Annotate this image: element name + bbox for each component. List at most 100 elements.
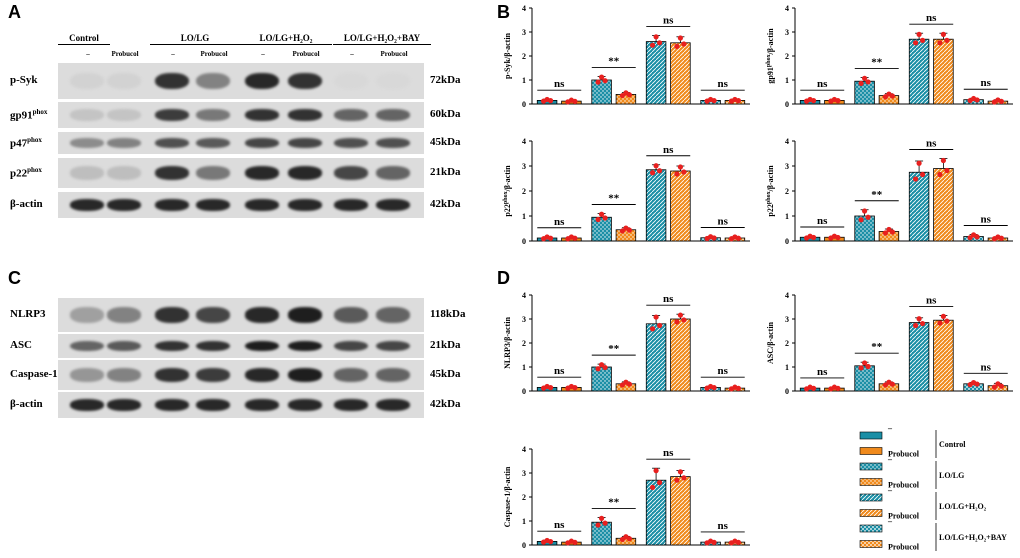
data-point bbox=[674, 43, 680, 50]
data-point bbox=[937, 171, 943, 178]
data-point bbox=[882, 382, 889, 388]
data-point bbox=[916, 31, 922, 37]
band bbox=[155, 307, 189, 323]
data-point bbox=[595, 522, 601, 528]
data-point bbox=[944, 318, 950, 324]
data-point bbox=[865, 363, 871, 370]
band bbox=[107, 138, 141, 148]
y-axis-label: Caspase-1/β-actin bbox=[503, 466, 512, 527]
band bbox=[245, 166, 279, 180]
data-point bbox=[861, 360, 868, 366]
data-point bbox=[674, 171, 680, 177]
sig-label: ns bbox=[817, 215, 828, 227]
data-point bbox=[681, 475, 687, 481]
band bbox=[334, 399, 368, 411]
legend-label: Probucol bbox=[888, 481, 920, 490]
lane-label: Probucol bbox=[200, 50, 228, 58]
y-tick-label: 4 bbox=[522, 4, 526, 13]
sig-label: ** bbox=[608, 496, 620, 508]
y-tick-label: 3 bbox=[785, 315, 789, 324]
data-point bbox=[681, 169, 687, 175]
band bbox=[288, 399, 322, 411]
band bbox=[107, 109, 141, 121]
band bbox=[376, 307, 410, 323]
data-point bbox=[882, 230, 889, 236]
sig-label: ns bbox=[718, 365, 729, 377]
data-point bbox=[626, 92, 633, 98]
data-point bbox=[944, 37, 950, 44]
data-point bbox=[889, 93, 896, 99]
bar bbox=[854, 365, 875, 392]
data-point bbox=[626, 381, 633, 387]
data-point bbox=[626, 227, 633, 233]
band bbox=[288, 340, 322, 352]
protein-sup: phox bbox=[27, 136, 42, 144]
y-tick-label: 2 bbox=[522, 493, 526, 502]
data-point bbox=[912, 176, 919, 182]
band bbox=[334, 138, 368, 148]
ylabel-main: p22 bbox=[766, 204, 775, 216]
y-tick-label: 3 bbox=[522, 315, 526, 324]
kda-label: 118kDa bbox=[430, 308, 466, 320]
y-tick-label: 1 bbox=[522, 363, 526, 372]
data-point bbox=[656, 322, 663, 329]
band bbox=[288, 138, 322, 148]
data-point bbox=[674, 477, 680, 483]
band bbox=[155, 109, 189, 121]
band bbox=[196, 340, 230, 352]
blot-strip bbox=[58, 63, 424, 99]
data-point bbox=[595, 79, 601, 85]
data-point bbox=[991, 384, 998, 390]
blot-row-label: p47phox bbox=[10, 136, 42, 150]
data-point bbox=[858, 80, 864, 86]
data-point bbox=[967, 235, 973, 241]
data-point bbox=[653, 468, 659, 474]
bar bbox=[933, 168, 954, 242]
data-point bbox=[649, 326, 656, 332]
data-point bbox=[940, 31, 947, 37]
band bbox=[376, 368, 410, 382]
group-label: LO/LG bbox=[150, 33, 240, 45]
bar bbox=[908, 322, 930, 392]
bar bbox=[908, 171, 930, 242]
protein-name: ASC bbox=[10, 339, 33, 351]
data-point bbox=[598, 74, 605, 80]
band bbox=[196, 138, 230, 148]
data-point bbox=[602, 520, 608, 526]
data-point bbox=[649, 484, 656, 490]
y-tick-label: 4 bbox=[522, 445, 526, 454]
sig-label: ns bbox=[926, 294, 937, 306]
data-point bbox=[810, 385, 817, 391]
protein-name: β-actin bbox=[10, 398, 43, 410]
protein-name: p47 bbox=[10, 137, 28, 150]
sig-label: ns bbox=[981, 77, 992, 89]
band bbox=[196, 166, 230, 180]
legend-label: Probucol bbox=[888, 512, 920, 521]
kda-label: 60kDa bbox=[430, 108, 461, 120]
data-point bbox=[940, 157, 947, 164]
data-point bbox=[649, 42, 656, 48]
bar bbox=[908, 38, 930, 105]
y-axis-label: gp91phox/β-actin bbox=[766, 28, 775, 84]
data-point bbox=[937, 320, 943, 326]
y-tick-label: 0 bbox=[785, 100, 789, 109]
legend-swatch bbox=[859, 493, 883, 502]
y-tick-label: 0 bbox=[522, 387, 526, 396]
legend-swatch bbox=[859, 540, 883, 548]
data-point bbox=[735, 539, 742, 545]
group-label: LO/LG+H₂O₂ bbox=[240, 33, 332, 45]
sig-label: ns bbox=[663, 144, 674, 156]
band bbox=[334, 109, 368, 121]
band bbox=[155, 399, 189, 411]
band bbox=[288, 199, 322, 211]
data-point bbox=[598, 362, 605, 368]
protein-name: gp91 bbox=[10, 109, 33, 122]
bar bbox=[670, 318, 691, 392]
sig-label: ** bbox=[871, 341, 883, 353]
sig-label: ns bbox=[663, 447, 674, 459]
blot-strip bbox=[58, 298, 424, 332]
y-tick-label: 3 bbox=[785, 162, 789, 171]
bar bbox=[670, 170, 691, 242]
y-tick-label: 4 bbox=[785, 137, 789, 146]
group-label: LO/LG+H₂O₂+BAY bbox=[333, 33, 431, 45]
